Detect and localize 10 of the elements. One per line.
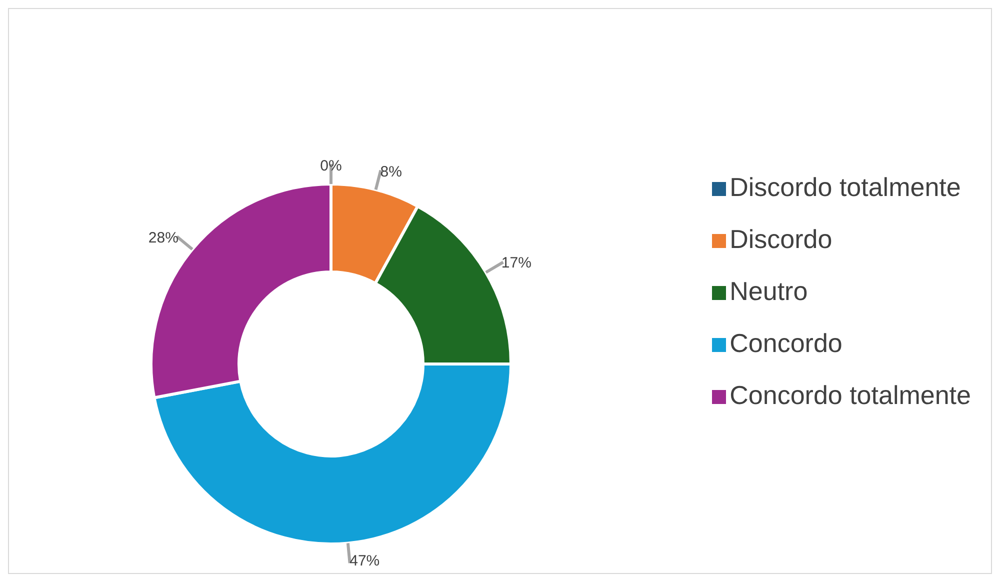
legend-label: Neutro	[730, 276, 808, 306]
data-label: 8%	[380, 164, 402, 181]
text: 0%	[320, 158, 342, 174]
legend-label: Concordo	[730, 328, 842, 358]
legend-label: Concordo totalmente	[730, 380, 971, 410]
data-label: 17%	[501, 254, 532, 272]
data-label: 28%	[148, 229, 178, 246]
data-label: 47%	[350, 552, 380, 570]
legend-label: Discordo totalmente	[730, 172, 961, 202]
legend-label: Discordo	[730, 224, 832, 254]
